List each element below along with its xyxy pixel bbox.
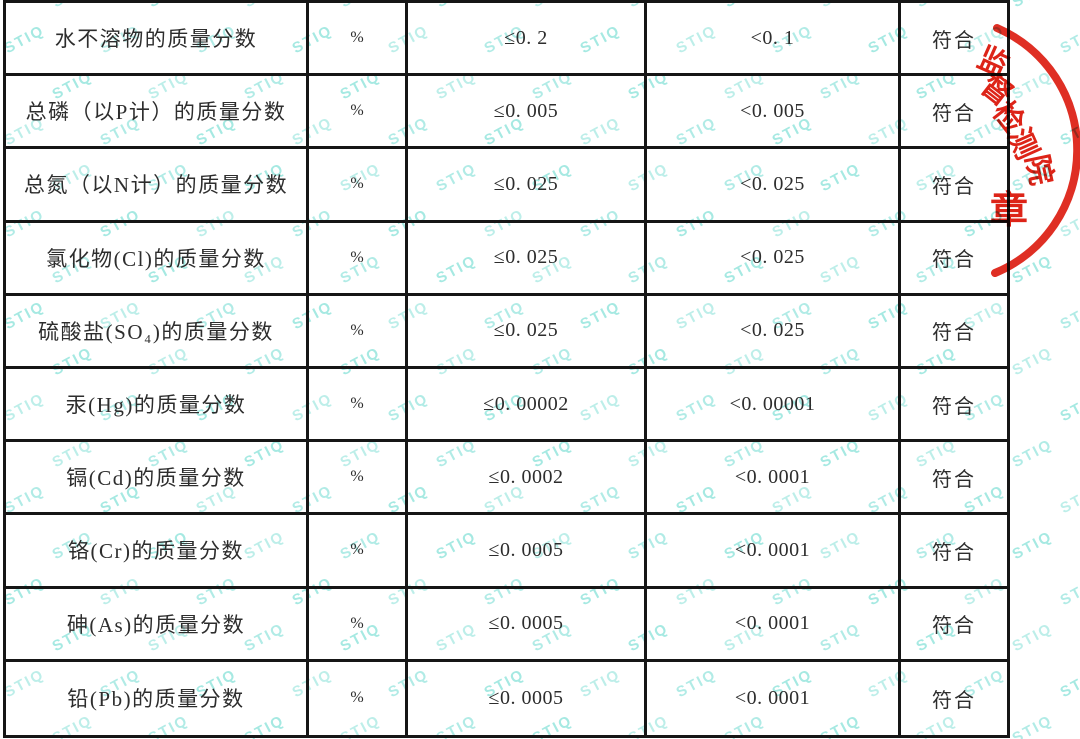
- param-name-cell: 总氮（以N计）的质量分数: [6, 149, 309, 223]
- result-cell: <0. 025: [647, 222, 901, 296]
- param-name-cell: 砷(As)的质量分数: [6, 588, 309, 662]
- watermark-text: STIQ: [1009, 619, 1056, 656]
- limit-cell: ≤0. 005: [408, 76, 647, 150]
- watermark-text: STIQ: [1057, 573, 1080, 610]
- conclusion-cell: 符合: [901, 296, 1007, 369]
- conclusion-cell: 符合: [901, 369, 1007, 443]
- unit-cell: %: [309, 222, 408, 296]
- result-cell: <0. 005: [647, 76, 901, 150]
- param-name-cell: 汞(Hg)的质量分数: [6, 368, 309, 443]
- unit-cell: %: [309, 588, 408, 662]
- watermark-text: STIQ: [1009, 343, 1056, 380]
- limit-cell: ≤0. 025: [408, 295, 647, 369]
- param-name-cell: 水不溶物的质量分数: [6, 3, 309, 77]
- result-cell: <0. 0001: [647, 661, 901, 735]
- conclusion-cell: 符合: [901, 442, 1007, 516]
- result-cell: <0. 0001: [647, 588, 901, 662]
- limit-cell: ≤0. 2: [408, 3, 647, 77]
- conclusion-cell: 符合: [901, 515, 1007, 589]
- watermark-text: STIQ: [1010, 0, 1056, 11]
- param-name-cell: 氯化物(Cl)的质量分数: [6, 222, 309, 296]
- watermark-text: STIQ: [1057, 297, 1080, 334]
- unit-cell: %: [309, 76, 408, 150]
- result-cell: <0. 1: [647, 3, 901, 77]
- watermark-text: STIQ: [1009, 711, 1056, 739]
- conclusion-cell: 符合: [901, 76, 1007, 150]
- watermark-text: STIQ: [1057, 481, 1080, 518]
- limit-cell: ≤0. 0005: [408, 515, 647, 589]
- limit-cell: ≤0. 025: [408, 222, 647, 296]
- unit-cell: %: [309, 295, 408, 369]
- conclusion-cell: 符合: [932, 689, 976, 712]
- param-name-cell: 铅(Pb)的质量分数: [6, 661, 309, 735]
- watermark-text: STIQ: [1057, 205, 1080, 242]
- watermark-text: STIQ: [1009, 251, 1056, 288]
- watermark-text: STIQ: [1009, 435, 1056, 472]
- result-cell: <0. 00001: [647, 368, 901, 443]
- conclusion-cell: 符合: [901, 223, 1007, 296]
- watermark-text: STIQ: [1009, 527, 1056, 564]
- param-name-cell: 铬(Cr)的质量分数: [6, 515, 309, 589]
- param-name-cell: 镉(Cd)的质量分数: [6, 442, 309, 516]
- watermark-text: STIQ: [1057, 389, 1080, 426]
- conclusion-cell: 符合: [901, 149, 1007, 223]
- conclusion-cell: 符合: [901, 3, 1007, 77]
- watermark-text: STIQ: [1057, 21, 1080, 58]
- result-cell: <0. 0001: [647, 442, 901, 516]
- result-cell: <0. 0001: [647, 515, 901, 589]
- result-cell: <0. 025: [647, 295, 901, 369]
- unit-cell: %: [309, 442, 408, 516]
- conclusion-cell: 符合: [901, 589, 1007, 662]
- results-table: 水不溶物的质量分数% ≤0. 2 <0. 1 符合 总磷（以P计）的质量分数% ≤0. 0…: [3, 0, 1010, 738]
- result-cell: <0. 025: [647, 149, 901, 223]
- unit-cell: %: [309, 661, 408, 735]
- limit-cell: ≤0. 0005: [408, 588, 647, 662]
- watermark-text: STIQ: [1009, 159, 1056, 196]
- unit-cell: %: [309, 149, 408, 223]
- limit-cell: ≤0. 00002: [408, 368, 647, 443]
- unit-cell: %: [309, 3, 408, 77]
- limit-cell: ≤0. 0002: [408, 442, 647, 516]
- limit-cell: ≤0. 0005: [408, 661, 647, 735]
- watermark-text: STIQ: [1009, 67, 1056, 104]
- unit-cell: %: [309, 368, 408, 443]
- unit-cell: %: [309, 515, 408, 589]
- param-name-cell: 硫酸盐(SO₄)的质量分数: [6, 295, 309, 369]
- limit-cell: ≤0. 025: [408, 149, 647, 223]
- watermark-text: STIQ: [1057, 113, 1080, 150]
- param-name-cell: 总磷（以P计）的质量分数: [6, 76, 309, 150]
- watermark-text: STIQ: [1057, 665, 1080, 702]
